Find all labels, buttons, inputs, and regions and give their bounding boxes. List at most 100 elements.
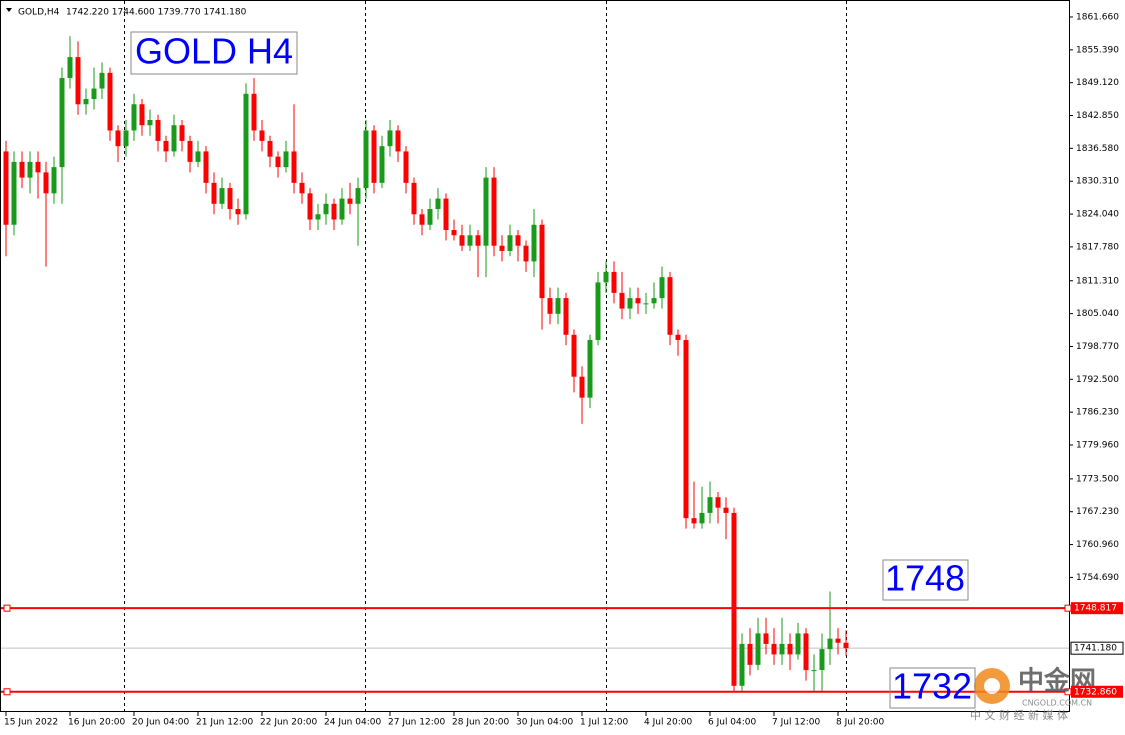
candle-body [315, 214, 321, 220]
candle-body [363, 130, 369, 189]
x-tick-label: 16 Jun 20:00 [68, 718, 125, 728]
ohlc-readout: 1742.220 1744.600 1739.770 1741.180 [66, 8, 247, 18]
candle-body [643, 303, 649, 305]
x-tick-label: 15 Jun 2022 [4, 718, 58, 728]
candle-body [195, 151, 201, 162]
x-tick-label: 7 Jul 12:00 [772, 718, 821, 728]
candle-body [563, 298, 569, 335]
candle-body [259, 130, 265, 141]
candle-body [827, 638, 833, 650]
logo [984, 678, 1000, 694]
candle-body [459, 235, 465, 246]
candle-body [547, 298, 553, 314]
candle-body [267, 140, 273, 157]
candle-body [251, 93, 257, 131]
candle-body [379, 146, 385, 183]
candle-body [403, 151, 409, 183]
candle-body [347, 198, 353, 204]
candle-body [43, 172, 49, 194]
candle-body [99, 72, 105, 89]
candle-body [443, 198, 449, 230]
menu-arrow[interactable] [6, 8, 12, 12]
candle-body [387, 130, 393, 147]
candle-body [131, 104, 137, 131]
candle-body [27, 161, 33, 178]
price-tag [1071, 685, 1123, 698]
candle-body [491, 177, 497, 246]
plot-frame [0, 0, 1070, 712]
candle-body [107, 72, 113, 131]
y-tick-label: 1798.770 [1076, 342, 1119, 352]
candle-body [51, 167, 57, 194]
y-tick-label: 1849.120 [1076, 78, 1119, 88]
y-tick-label: 1773.500 [1076, 474, 1119, 484]
candle-body [75, 57, 81, 105]
candle-body [795, 633, 801, 655]
candle-body [595, 282, 601, 341]
week-separators [124, 1, 847, 711]
candle-body [115, 130, 121, 147]
candle-body [3, 151, 9, 225]
y-tick-label: 1779.960 [1076, 441, 1119, 451]
candle-body [723, 507, 729, 513]
candle-body [635, 298, 641, 304]
candle-body [59, 78, 65, 168]
candle-body [739, 643, 745, 686]
candle-body [611, 271, 617, 293]
y-tick-label: 1842.850 [1076, 111, 1119, 121]
candle-body [651, 298, 657, 304]
candle-body [467, 235, 473, 246]
x-tick-label: 20 Jun 04:00 [132, 718, 189, 728]
candle-body [515, 235, 521, 246]
annotation-box [882, 559, 969, 601]
y-tick-label: 1760.960 [1076, 540, 1119, 550]
y-tick-label: 1811.310 [1076, 276, 1119, 286]
candle-body [819, 649, 825, 671]
candle-body [203, 151, 209, 183]
y-tick-label: 1805.040 [1076, 309, 1119, 319]
x-tick-label: 6 Jul 04:00 [708, 718, 757, 728]
candle-body [707, 497, 713, 513]
candle-body [83, 99, 89, 105]
x-tick-label: 22 Jun 20:00 [260, 718, 317, 728]
annotation: 1748 [885, 558, 965, 599]
candle-body [667, 277, 673, 335]
candle-body [715, 497, 721, 508]
candle-body [427, 209, 433, 225]
candle-body [747, 643, 753, 665]
candle-body [211, 182, 217, 204]
watermark-slogan: 中 文 财 经 新 媒 体 [970, 708, 1068, 722]
x-tick-label: 21 Jun 12:00 [196, 718, 253, 728]
candle-body [323, 203, 329, 215]
candle-body [835, 638, 841, 643]
candle-body [691, 518, 697, 524]
candle-body [291, 151, 297, 183]
y-tick-label: 1830.310 [1076, 177, 1119, 187]
candle-body [331, 203, 337, 220]
y-tick-label: 1817.780 [1076, 242, 1119, 252]
candle-body [755, 633, 761, 665]
candle-body [475, 235, 481, 246]
y-tick-label: 1767.230 [1076, 507, 1119, 517]
candle-body [147, 119, 153, 126]
candle-body [787, 643, 793, 655]
y-tick-label: 1861.660 [1076, 12, 1119, 22]
y-tick-label: 1792.500 [1076, 375, 1119, 385]
candle-body [731, 512, 737, 686]
candle-body [227, 188, 233, 210]
candle-body [283, 151, 289, 168]
annotation-box [130, 31, 298, 75]
candle-body [523, 245, 529, 262]
candle-body [507, 235, 513, 251]
candle-body [579, 376, 585, 398]
candle-body [603, 271, 609, 283]
x-tick-label: 24 Jun 04:00 [324, 718, 381, 728]
x-tick-label: 30 Jun 04:00 [516, 718, 573, 728]
y-tick-label: 1754.690 [1076, 573, 1119, 583]
candle-body [155, 119, 161, 141]
y-tick-label: 1786.230 [1076, 408, 1119, 418]
line-handle [3, 604, 11, 612]
line-handle [3, 688, 11, 696]
candle-body [123, 130, 129, 147]
